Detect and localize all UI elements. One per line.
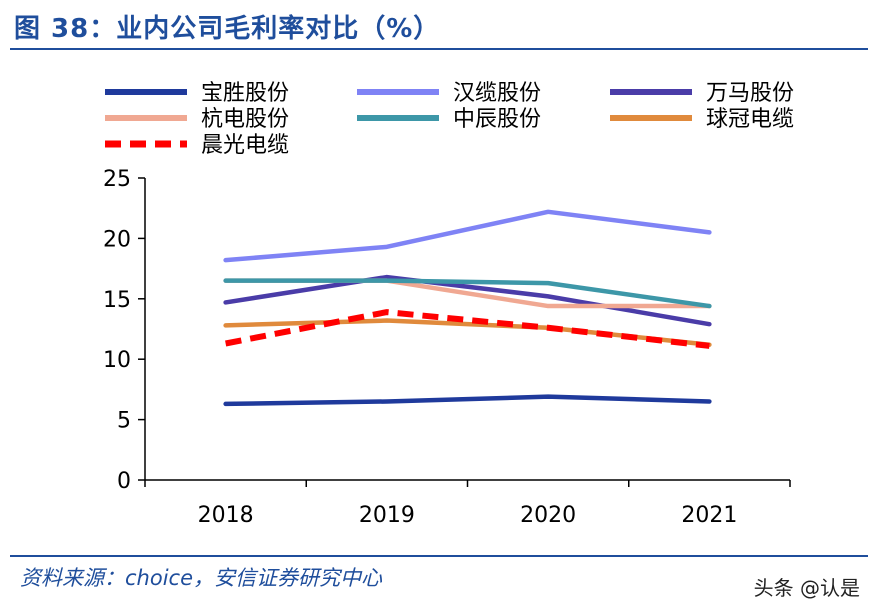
source-note: 资料来源：choice，安信证券研究中心 bbox=[20, 566, 383, 590]
legend-label: 宝胜股份 bbox=[201, 81, 289, 106]
x-tick-label: 2018 bbox=[198, 503, 254, 528]
series-line bbox=[223, 274, 712, 327]
series-line bbox=[225, 309, 710, 349]
watermark: 头条 @认是 bbox=[753, 576, 860, 600]
y-tick-label: 20 bbox=[103, 227, 131, 252]
y-tick-label: 5 bbox=[117, 409, 131, 434]
series-line bbox=[223, 209, 712, 263]
axes: 0 5 10 15 20 25 2018 2019 2020 2021 bbox=[103, 167, 791, 528]
x-tick-label: 2020 bbox=[520, 503, 576, 528]
x-tick-label: 2019 bbox=[359, 503, 415, 528]
legend-label: 杭电股份 bbox=[201, 107, 289, 132]
series-line bbox=[223, 318, 712, 347]
series-line bbox=[223, 394, 712, 407]
x-tick-label: 2021 bbox=[681, 503, 737, 528]
series-line bbox=[223, 278, 712, 309]
chart-title: 图 38：业内公司毛利率对比（%） bbox=[14, 14, 441, 44]
title-divider bbox=[10, 48, 868, 50]
y-tick-label: 15 bbox=[103, 288, 131, 313]
legend-label: 球冠电缆 bbox=[706, 107, 794, 132]
y-tick-label: 25 bbox=[103, 167, 131, 192]
source-divider bbox=[10, 555, 868, 557]
legend-label: 万马股份 bbox=[706, 81, 794, 106]
legend-label: 汉缆股份 bbox=[453, 81, 541, 106]
series-lines bbox=[223, 209, 712, 407]
y-tick-label: 10 bbox=[103, 348, 131, 373]
legend-label: 中辰股份 bbox=[453, 107, 541, 132]
legend-label: 晨光电缆 bbox=[201, 133, 289, 158]
y-tick-label: 0 bbox=[117, 469, 131, 494]
